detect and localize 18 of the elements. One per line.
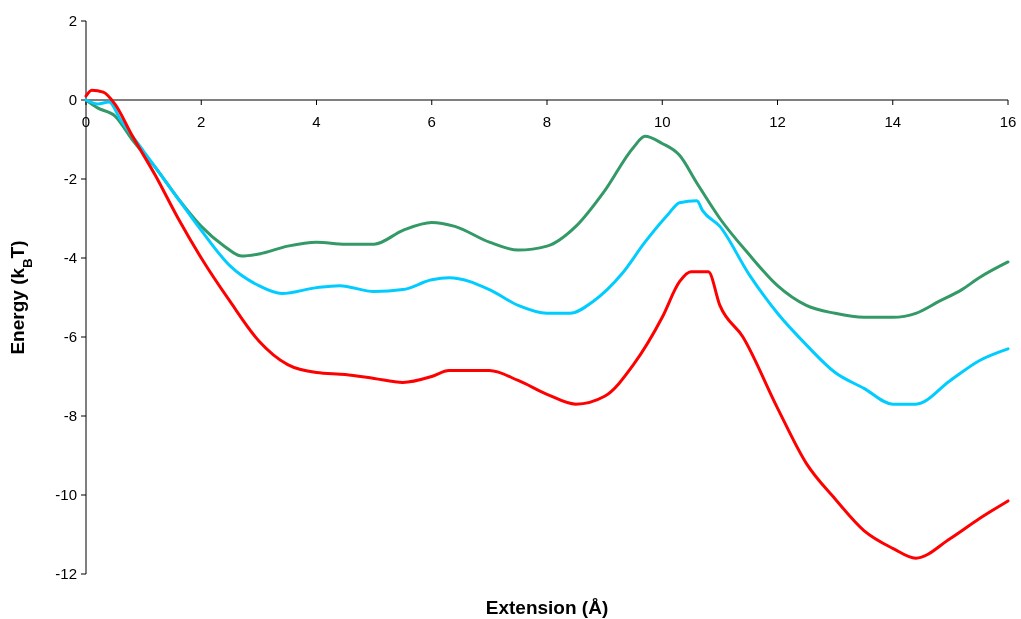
y-tick-label: 0 — [68, 91, 77, 109]
x-tick-label: 14 — [884, 113, 902, 130]
x-axis-title: Extension (Å) — [485, 597, 609, 618]
y-tick-label: -8 — [63, 407, 77, 425]
y-tick-label: 2 — [68, 12, 77, 30]
y-tick-label: -12 — [55, 565, 77, 583]
x-tick-label: 0 — [81, 113, 91, 130]
x-tick-label: 12 — [769, 113, 786, 130]
x-tick-label: 16 — [999, 113, 1017, 130]
y-tick-label: -4 — [63, 249, 77, 267]
x-tick-label: 8 — [542, 113, 552, 130]
x-tick-label: 2 — [197, 113, 206, 130]
y-tick-label: -2 — [63, 170, 77, 188]
y-tick-label: -6 — [63, 328, 77, 346]
x-tick-label: 4 — [312, 113, 321, 130]
x-tick-label: 10 — [653, 113, 671, 130]
y-tick-label: -10 — [55, 486, 77, 504]
x-tick-label: 6 — [427, 113, 436, 130]
